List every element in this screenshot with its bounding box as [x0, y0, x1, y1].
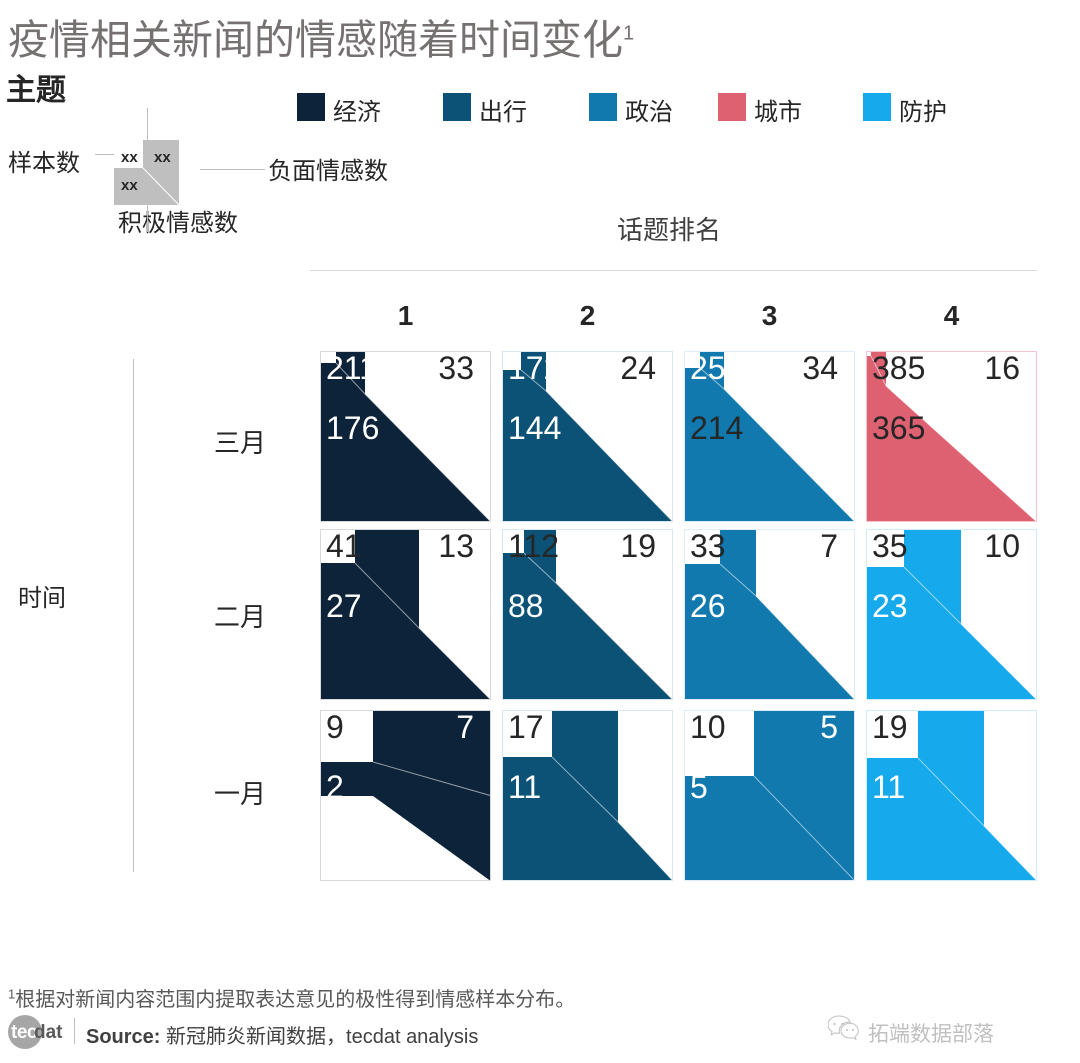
svg-text:xx: xx [121, 177, 138, 194]
svg-text:xx: xx [121, 149, 138, 166]
svg-text:xx: xx [154, 149, 171, 166]
